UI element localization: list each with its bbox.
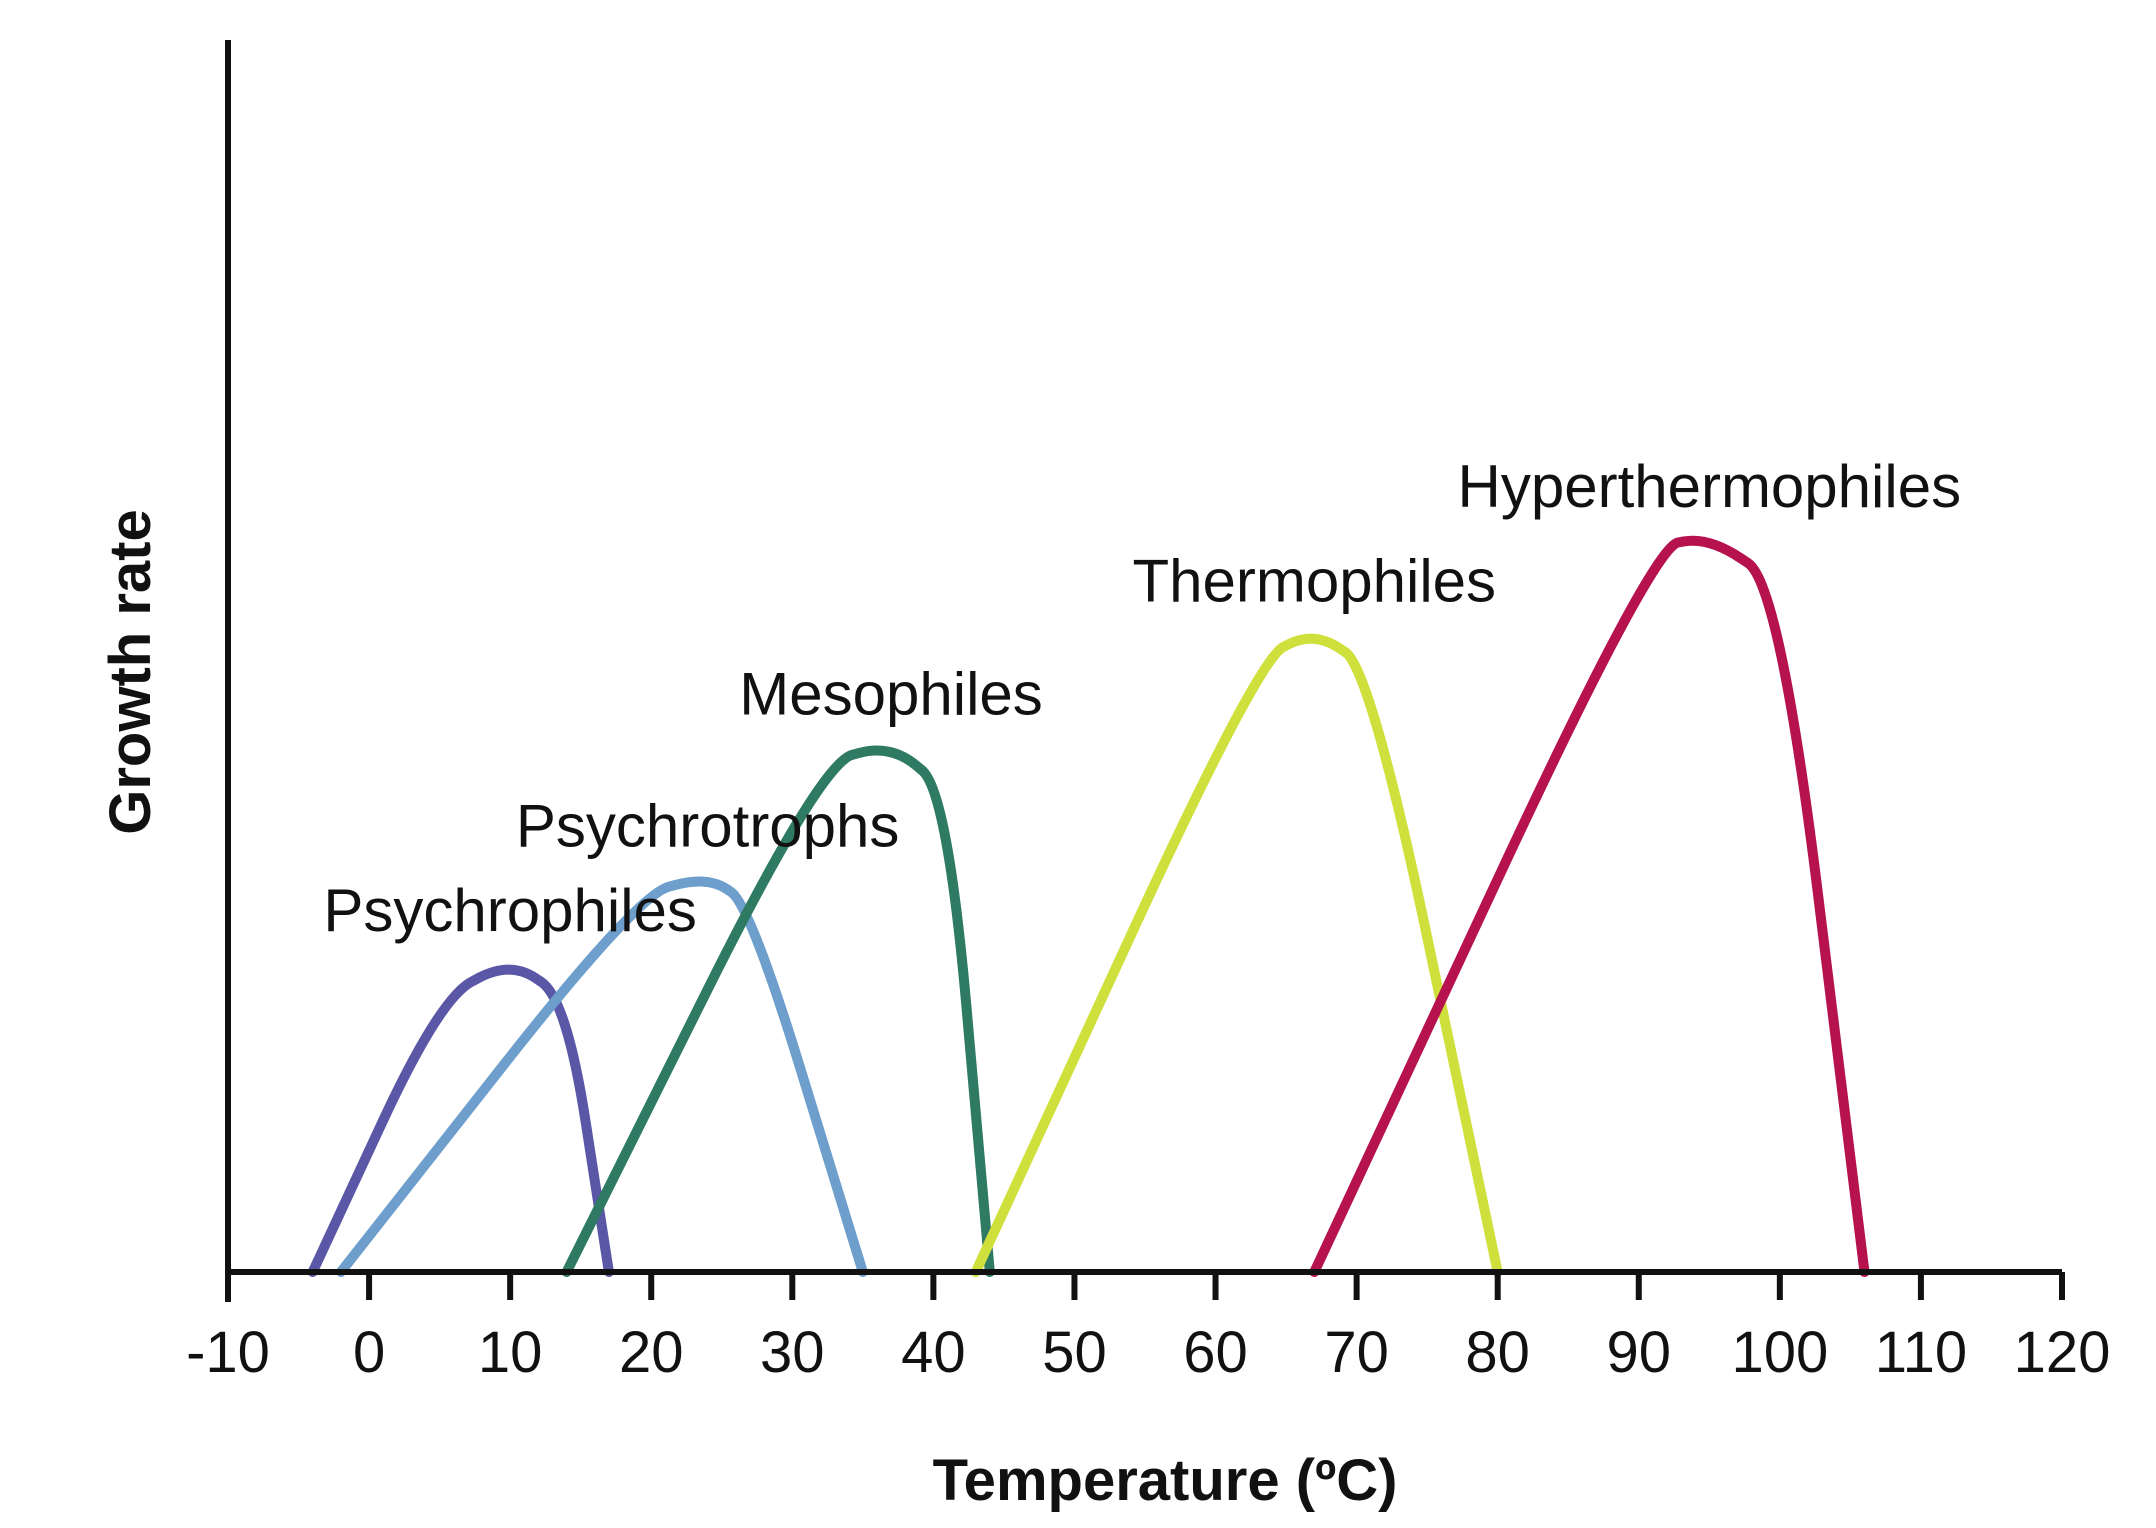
- series-curve-thermophiles: [970, 633, 1503, 1277]
- series-label-psychrophiles: Psychrophiles: [323, 877, 697, 944]
- series-label-psychrotrophs: Psychrotrophs: [516, 792, 900, 859]
- x-tick-label: 30: [760, 1320, 825, 1385]
- x-tick-label: 100: [1731, 1320, 1828, 1385]
- x-tick-label: 10: [478, 1320, 543, 1385]
- x-tick-label: 60: [1183, 1320, 1248, 1385]
- x-tick-label: 0: [353, 1320, 385, 1385]
- x-tick-label: -10: [186, 1320, 270, 1385]
- series-curve-psychrophiles: [307, 964, 614, 1277]
- axes: [225, 40, 2062, 1302]
- series-label-hyperthermophiles: Hyperthermophiles: [1458, 453, 1962, 520]
- y-axis-title: Growth rate: [98, 509, 163, 835]
- series-curve-hyperthermophiles: [1309, 535, 1870, 1277]
- curves: [307, 535, 1870, 1277]
- x-tick-label: 110: [1875, 1320, 1967, 1385]
- series-label-thermophiles: Thermophiles: [1133, 547, 1497, 614]
- x-tick-label: 20: [619, 1320, 684, 1385]
- series-curve-mesophiles: [561, 745, 995, 1277]
- x-tick-label: 70: [1324, 1320, 1389, 1385]
- series-curve-psychrotrophs: [335, 876, 868, 1277]
- x-tick-label: 50: [1042, 1320, 1107, 1385]
- x-ticks: -10 0 10 20 30 40 50 60 70 80 90 100 110 120: [186, 1272, 2110, 1385]
- x-tick-label: 90: [1607, 1320, 1672, 1385]
- x-tick-label: 80: [1465, 1320, 1530, 1385]
- series-label-mesophiles: Mesophiles: [739, 660, 1043, 727]
- x-axis-title: Temperature (ºC): [933, 1448, 1398, 1513]
- x-tick-label: 40: [901, 1320, 966, 1385]
- series-labels: Psychrophiles Psychrotrophs Mesophiles Ther…: [323, 453, 1961, 944]
- x-tick-label: 120: [2014, 1320, 2111, 1385]
